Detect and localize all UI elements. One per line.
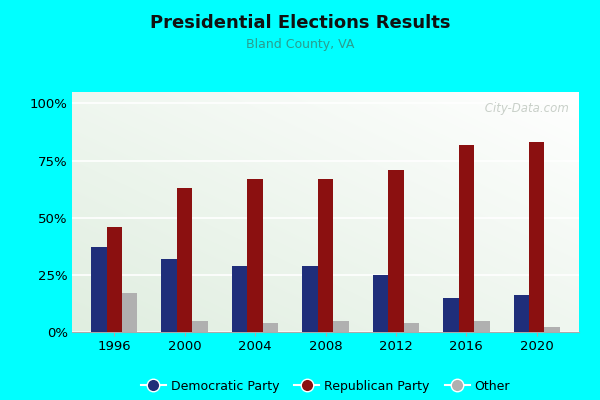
Text: City-Data.com: City-Data.com	[481, 102, 569, 115]
Bar	[318, 179, 333, 332]
Bar	[544, 328, 560, 332]
Bar	[161, 259, 177, 332]
Bar	[443, 298, 458, 332]
Bar	[474, 320, 490, 332]
Bar	[263, 323, 278, 332]
Text: Presidential Elections Results: Presidential Elections Results	[150, 14, 450, 32]
Text: Bland County, VA: Bland County, VA	[246, 38, 354, 51]
Bar	[177, 188, 193, 332]
Bar	[302, 266, 318, 332]
Bar	[333, 320, 349, 332]
Bar	[388, 170, 404, 332]
Bar	[232, 266, 247, 332]
Bar	[91, 248, 107, 332]
Bar	[122, 293, 137, 332]
Bar	[193, 320, 208, 332]
Bar	[373, 275, 388, 332]
Legend: Democratic Party, Republican Party, Other: Democratic Party, Republican Party, Othe…	[136, 375, 515, 398]
Bar	[529, 142, 544, 332]
Bar	[514, 296, 529, 332]
Bar	[458, 144, 474, 332]
Bar	[404, 323, 419, 332]
Bar	[247, 179, 263, 332]
Bar	[107, 227, 122, 332]
